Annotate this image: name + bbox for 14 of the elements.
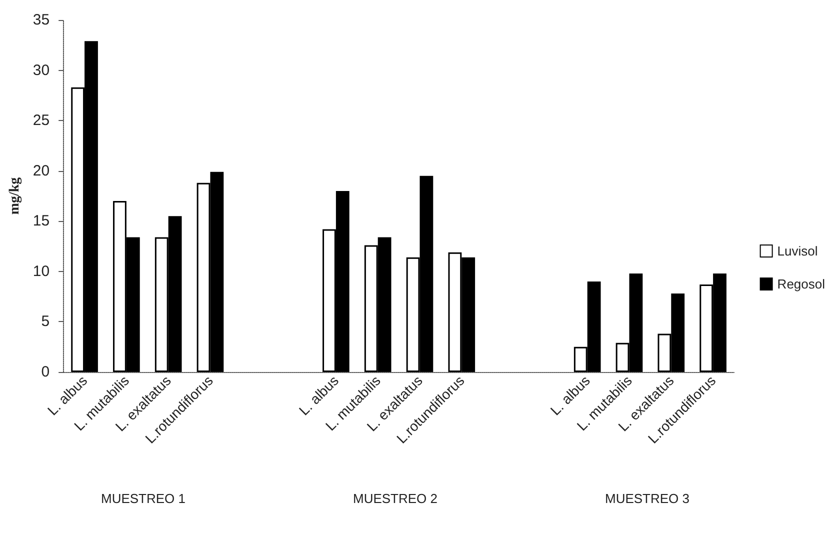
y-tick-label: 20 [32,162,50,180]
y-tick-label: 35 [32,12,50,28]
text: MUESTREO 1 [101,491,186,506]
y-axis-title: mg/kg [8,177,22,215]
legend-label: Regosol [777,276,826,292]
text: MUESTREO 2 [353,491,438,506]
y-tick-label: 10 [32,262,50,280]
y-tick-label: 25 [32,112,50,130]
text: MUESTREO 3 [605,491,690,506]
y-tick-label: 5 [41,313,50,330]
legend-label: Luvisol [777,244,818,258]
y-tick-label: 30 [32,62,50,79]
y-tick-label: 15 [32,212,50,230]
y-tick-label: 0 [41,364,50,380]
